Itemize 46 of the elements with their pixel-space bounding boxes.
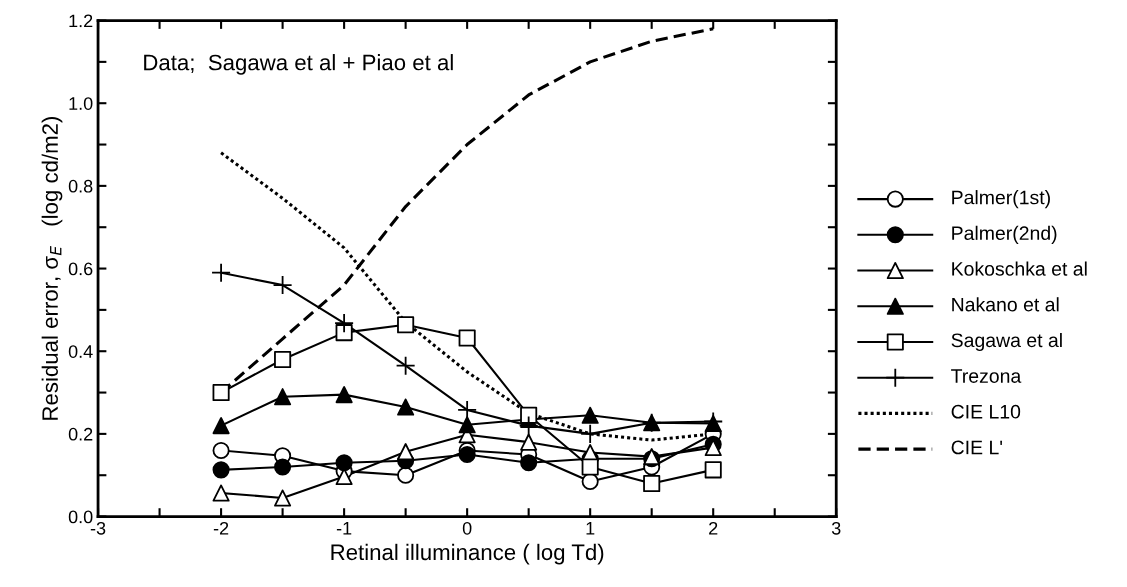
point <box>457 399 478 420</box>
legend-label: CIE L10 <box>951 404 1021 419</box>
point <box>520 433 538 451</box>
point <box>212 461 230 479</box>
point <box>397 443 415 461</box>
point <box>274 489 292 507</box>
x-tick-label: -3 <box>90 521 106 535</box>
legend-label: CIE L' <box>951 440 1003 455</box>
x-tick-label: 2 <box>709 521 718 535</box>
point <box>397 398 415 416</box>
x-axis-title: Retinal illuminance ( log Td) <box>331 543 604 565</box>
legend-label: Palmer(2nd) <box>952 225 1057 244</box>
y-tick-label: 0.2 <box>68 427 93 441</box>
point <box>211 262 232 283</box>
x-tick-label: 3 <box>831 521 841 535</box>
y-tick-label: 0.6 <box>68 262 93 276</box>
point <box>458 416 476 434</box>
point <box>334 313 355 334</box>
y-tick-label: 1.0 <box>69 97 93 110</box>
x-tick-label: -1 <box>336 522 352 535</box>
text: Residual error, σ$_{E}$ (log cd/m2) <box>41 116 63 420</box>
legend-label: Nakano et al <box>952 297 1059 312</box>
y-tick-label: 0.4 <box>68 345 93 358</box>
point <box>581 406 599 424</box>
x-tick-label: 0 <box>462 521 472 535</box>
point <box>395 355 416 376</box>
legend-label: Kokoschka et al <box>952 261 1087 276</box>
point <box>520 454 538 472</box>
point <box>335 454 353 472</box>
point <box>335 386 353 404</box>
y-tick-label: 0.0 <box>68 510 93 524</box>
point <box>580 423 601 444</box>
point <box>212 484 230 502</box>
x-tick-label: 1 <box>586 522 595 535</box>
y-tick-label: 0.8 <box>68 179 93 193</box>
point <box>458 446 476 464</box>
point <box>272 275 293 296</box>
point <box>274 458 292 476</box>
legend-label: Palmer(1st) <box>952 190 1050 209</box>
y-tick-label: 1.2 <box>69 14 93 28</box>
x-tick-label: -2 <box>213 521 229 535</box>
annotation: Data; Sagawa et al + Piao et al <box>144 54 453 75</box>
legend-label: Trezona <box>951 369 1022 383</box>
point <box>274 388 292 406</box>
point <box>212 417 230 435</box>
legend-label: Sagawa et al <box>951 332 1062 352</box>
